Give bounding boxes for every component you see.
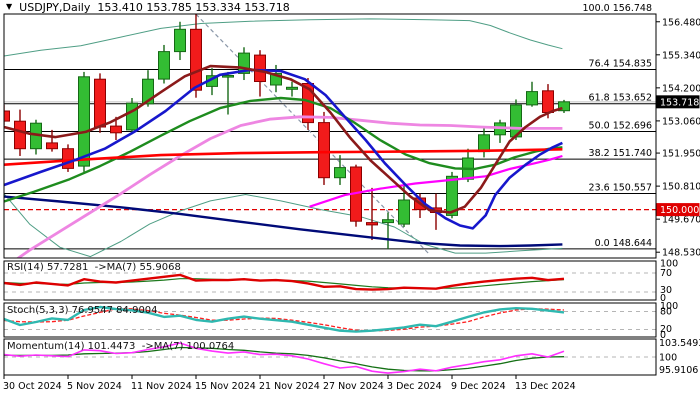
date-tick-label: 15 Nov 2024 <box>195 381 256 392</box>
momentum-axis-label: 95.9106 <box>659 365 698 376</box>
candle-body <box>558 101 570 112</box>
ma-maroon-line <box>4 64 563 214</box>
alert-price-badge-label: 150.000 <box>660 205 699 216</box>
ma-flat-red-line <box>4 148 563 166</box>
rsi-axis-label: 0 <box>660 293 666 304</box>
price-axis[interactable]: 156.480 155.340 154.200 153.060 151.950 150.8… <box>656 17 700 376</box>
chart-title-symbol: USDJPY,Daily <box>19 0 91 14</box>
momentum-axis-label: 103.5493 <box>659 338 700 349</box>
price-tick-label: 155.340 <box>662 50 700 61</box>
date-tick-label: 3 Dec 2024 <box>387 381 442 392</box>
chart-title-bar: ▼ USDJPY,Daily 153.410 153.785 153.334 1… <box>6 0 290 14</box>
date-tick-label: 5 Nov 2024 <box>67 381 122 392</box>
stoch-main-line <box>4 305 565 333</box>
alert-price-badge <box>656 203 700 217</box>
stoch-axis-label: 100 <box>660 301 678 312</box>
date-tick-label: 21 Nov 2024 <box>259 381 320 392</box>
current-price-badge <box>656 95 700 109</box>
candle-body <box>334 167 346 179</box>
pane-border <box>3 338 657 376</box>
rsi-main-line <box>4 273 565 291</box>
candle-body <box>526 91 538 106</box>
fib-level-label: 0.0 148.644 <box>595 238 652 249</box>
stoch-axis-label: 20 <box>660 324 672 335</box>
main-price-pane[interactable] <box>0 14 656 265</box>
price-tick-label: 148.530 <box>662 248 700 259</box>
pane-border <box>3 302 657 338</box>
momentum-ma-line <box>4 346 565 372</box>
rsi-axis-label: 30 <box>660 285 672 296</box>
candle-body <box>94 78 106 128</box>
stoch-signal-line <box>4 308 565 332</box>
candle-body <box>366 222 378 226</box>
stoch-axis-label: 80 <box>660 307 672 318</box>
symbol-marker-icon[interactable]: ▼ <box>6 2 13 11</box>
momentum-main-line <box>4 342 565 374</box>
candle-body <box>126 102 138 131</box>
ma-pink-line <box>15 115 563 258</box>
rsi-pane[interactable] <box>4 272 656 293</box>
candle-body <box>158 51 170 80</box>
ma-magenta-line <box>309 154 563 208</box>
candle-body <box>174 28 186 53</box>
ma-blue-line <box>4 68 563 230</box>
rsi-axis-label: 100 <box>660 259 678 270</box>
candle-body <box>62 148 74 169</box>
fib-level-label: 76.4 154.835 <box>589 58 652 69</box>
date-tick-label: 9 Dec 2024 <box>451 381 506 392</box>
fib-level-label: 38.2 151.740 <box>589 148 652 159</box>
price-tick-label: 156.480 <box>662 17 700 28</box>
candle-body <box>318 122 330 179</box>
candle-body <box>398 199 410 225</box>
stoch-pane[interactable] <box>4 305 656 333</box>
candle-body <box>142 78 154 105</box>
pane-border <box>3 260 657 301</box>
fib-level-label: 100.0 156.748 <box>582 3 652 14</box>
date-tick-label: 13 Dec 2024 <box>515 381 576 392</box>
candle-body <box>46 142 58 150</box>
candle-body <box>222 75 234 78</box>
momentum-axis-label: 100 <box>659 353 677 364</box>
price-tick-label: 151.950 <box>662 149 700 160</box>
current-price-badge-label: 153.718 <box>660 97 699 108</box>
price-tick-label: 150.810 <box>662 182 700 193</box>
candle-body <box>14 120 26 150</box>
candle-body <box>78 76 90 167</box>
candle-body <box>286 86 298 90</box>
date-tick-label: 30 Oct 2024 <box>3 381 62 392</box>
candle-body <box>238 52 250 74</box>
fib-level-label: 50.0 152.696 <box>589 120 652 131</box>
fib-level-label: 23.6 150.557 <box>589 182 652 193</box>
date-tick-label: 11 Nov 2024 <box>131 381 192 392</box>
bb-lower-line <box>4 193 563 258</box>
candle-body <box>254 54 266 82</box>
candle-body <box>270 72 282 86</box>
candle-body <box>446 175 458 216</box>
price-tick-label: 149.670 <box>662 215 700 226</box>
rsi-axis-label: 70 <box>660 268 672 279</box>
candle-body <box>542 90 554 114</box>
fib-level-label: 61.8 153.652 <box>589 93 652 104</box>
bb-upper-line <box>4 18 563 57</box>
candle-body <box>4 110 10 122</box>
candle-body <box>110 125 122 134</box>
candle-body <box>478 134 490 153</box>
date-tick-label: 27 Nov 2024 <box>323 381 384 392</box>
candle-body <box>190 28 202 91</box>
pane-border <box>3 13 657 259</box>
price-tick-label: 153.060 <box>662 116 700 127</box>
candle-body <box>382 219 394 224</box>
price-tick-label: 154.200 <box>662 83 700 94</box>
momentum-pane[interactable] <box>4 342 656 374</box>
ma-navy-line <box>4 195 563 248</box>
chart-title-ohlc: 153.410 153.785 153.334 153.718 <box>97 0 290 14</box>
date-axis[interactable]: 30 Oct 2024 5 Nov 2024 11 Nov 2024 15 Nov 2… <box>3 375 576 392</box>
stoch-axis-label: 0 <box>660 330 666 341</box>
